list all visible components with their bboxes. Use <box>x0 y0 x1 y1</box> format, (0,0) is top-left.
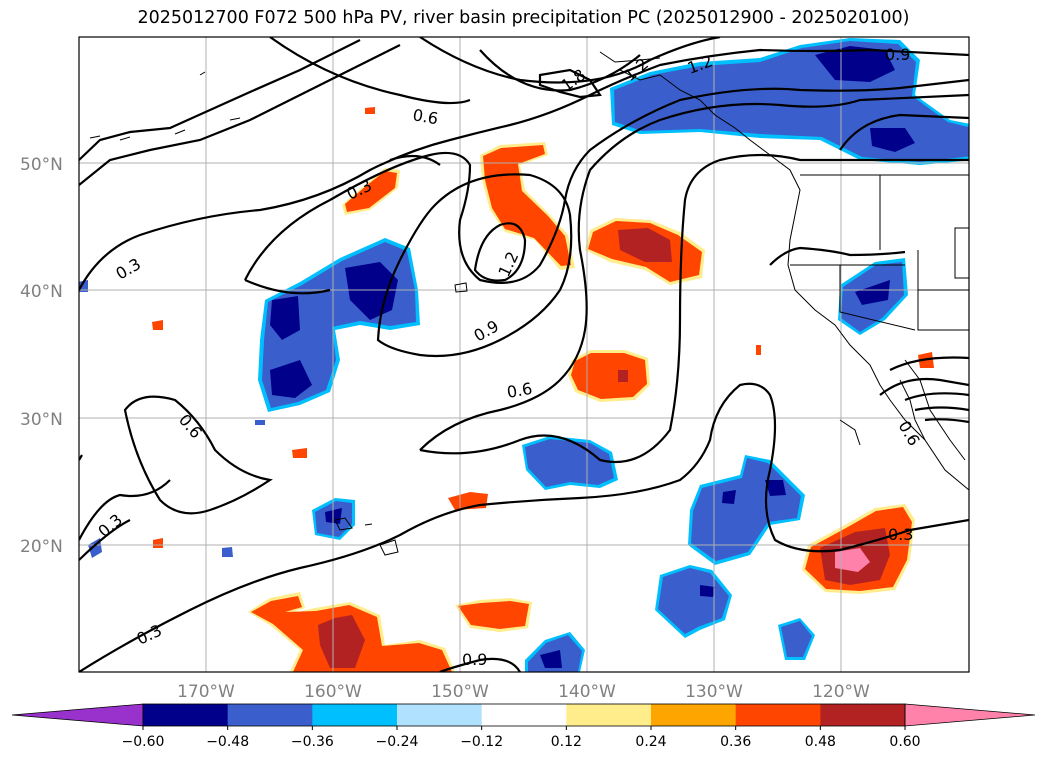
colorbar-segment <box>481 704 567 726</box>
colorbar-segment <box>820 704 906 726</box>
colorbar-tick-label: −0.12 <box>460 734 503 750</box>
colorbar-extend-high <box>904 703 1036 727</box>
colorbar-tick-label: 0.12 <box>551 734 582 750</box>
lon-label-150w: 150°W <box>431 682 489 702</box>
lat-label-30n: 30°N <box>20 410 63 430</box>
colorbar-segment <box>397 704 483 726</box>
lat-label-50n: 50°N <box>20 155 63 175</box>
lon-label-170w: 170°W <box>177 682 235 702</box>
latitude-labels: 50°N 40°N 30°N 20°N <box>20 155 63 557</box>
pv-contour-0.3-outer <box>79 39 361 161</box>
colorbar-extend-low <box>11 703 144 727</box>
map-frame <box>78 36 970 673</box>
colorbar-segment <box>227 704 313 726</box>
map-plot-area: 1.8 1.2 1.2 0.9 0.6 0.3 1.2 0.3 0.9 0.6 … <box>79 37 969 672</box>
lat-label-20n: 20°N <box>20 537 63 557</box>
colorbar: −0.60 −0.48 −0.36 −0.24 −0.12 0.12 0.24 0.36 0.4… <box>11 703 1036 750</box>
map-title: 2025012700 F072 500 hPa PV, river basin … <box>137 8 910 28</box>
colorbar-tick-label: 0.48 <box>805 734 836 750</box>
lon-label-120w: 120°W <box>812 682 870 702</box>
longitude-labels: 170°W 160°W 150°W 140°W 130°W 120°W <box>177 682 870 702</box>
colorbar-segment <box>651 704 737 726</box>
lon-label-140w: 140°W <box>558 682 616 702</box>
colorbar-tick-label: −0.36 <box>291 734 334 750</box>
lon-label-130w: 130°W <box>685 682 743 702</box>
contour-label: 0.6 <box>411 105 439 128</box>
pv-contour-0.9 <box>376 173 573 358</box>
contour-label: 0.9 <box>885 45 910 64</box>
colorbar-tick-label: −0.48 <box>206 734 249 750</box>
contour-label: 0.6 <box>505 379 533 402</box>
pv-contours <box>79 37 969 672</box>
coastlines <box>89 51 969 556</box>
colorbar-tick-label: −0.24 <box>376 734 419 750</box>
colorbar-segment <box>566 704 652 726</box>
colorbar-segment <box>143 704 229 726</box>
colorbar-tick-label: 0.24 <box>635 734 666 750</box>
lon-label-160w: 160°W <box>304 682 362 702</box>
pv-contour-0.3-south <box>79 382 969 672</box>
colorbar-segment <box>312 704 398 726</box>
colorbar-tick-label: 0.60 <box>889 734 920 750</box>
contour-label: 0.3 <box>888 525 913 544</box>
pv-contour-0.6-south <box>123 395 273 515</box>
pv-contour-0.6 <box>79 48 969 291</box>
contour-label: 0.9 <box>462 650 487 669</box>
colorbar-tick-label: 0.36 <box>720 734 751 750</box>
colorbar-segment <box>735 704 821 726</box>
lat-label-40n: 40°N <box>20 282 63 302</box>
colorbar-tick-label: −0.60 <box>122 734 165 750</box>
graticule <box>79 37 969 672</box>
negative-pc-regions <box>79 38 969 672</box>
colorbar-border <box>142 703 906 727</box>
